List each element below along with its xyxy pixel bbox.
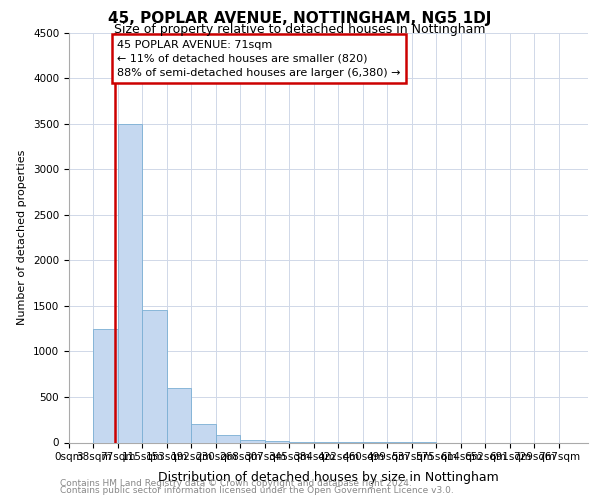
Bar xyxy=(94,328,118,442)
Bar xyxy=(241,440,265,442)
Bar xyxy=(167,388,191,442)
Text: Contains HM Land Registry data © Crown copyright and database right 2024.: Contains HM Land Registry data © Crown c… xyxy=(60,478,412,488)
Bar xyxy=(118,124,142,442)
Bar xyxy=(142,310,167,442)
X-axis label: Distribution of detached houses by size in Nottingham: Distribution of detached houses by size … xyxy=(158,470,499,484)
Text: 45 POPLAR AVENUE: 71sqm
← 11% of detached houses are smaller (820)
88% of semi-d: 45 POPLAR AVENUE: 71sqm ← 11% of detache… xyxy=(118,40,401,78)
Bar xyxy=(265,441,289,442)
Bar xyxy=(216,435,241,442)
Bar xyxy=(191,424,216,442)
Text: Size of property relative to detached houses in Nottingham: Size of property relative to detached ho… xyxy=(114,22,486,36)
Text: 45, POPLAR AVENUE, NOTTINGHAM, NG5 1DJ: 45, POPLAR AVENUE, NOTTINGHAM, NG5 1DJ xyxy=(109,11,491,26)
Text: Contains public sector information licensed under the Open Government Licence v3: Contains public sector information licen… xyxy=(60,486,454,495)
Y-axis label: Number of detached properties: Number of detached properties xyxy=(17,150,28,325)
